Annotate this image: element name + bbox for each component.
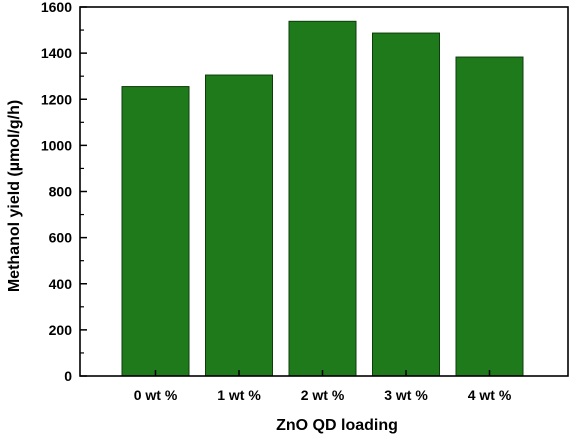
y-tick-label: 800 [49,184,73,200]
bar-3 [372,32,440,377]
bar-4 [455,56,524,377]
y-tick-label: 1400 [41,45,72,61]
y-tick-label: 1200 [41,91,72,107]
y-tick-label: 0 [64,368,72,384]
y-tick-label: 600 [49,230,73,246]
y-tick-label: 1600 [41,0,72,15]
bars [121,20,524,377]
plot-frame [79,6,569,377]
x-axis-label: ZnO QD loading [276,417,398,434]
x-tick-labels: 0 wt % 1 wt % 2 wt % 3 wt % 4 wt % [134,387,512,403]
x-tick-label: 1 wt % [217,387,261,403]
x-tick-label: 2 wt % [301,387,345,403]
y-axis-label: Methanol yield (µmol/g/h) [6,100,23,292]
x-tick-label: 3 wt % [384,387,428,403]
bar-1 [205,74,273,377]
x-tick-label: 4 wt % [468,387,512,403]
y-tick-label: 200 [49,322,73,338]
bar-0 [121,86,190,377]
y-tick-label: 1000 [41,137,72,153]
y-tick-labels: 0 200 400 600 800 1000 1200 1400 1600 [41,0,72,384]
x-tick-label: 0 wt % [134,387,178,403]
y-tick-label: 400 [49,276,73,292]
bar-2 [288,20,357,377]
